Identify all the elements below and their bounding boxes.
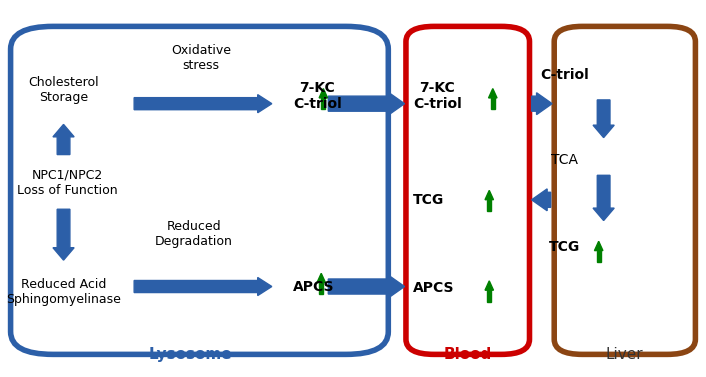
Polygon shape xyxy=(328,276,405,297)
Polygon shape xyxy=(485,281,493,290)
Polygon shape xyxy=(319,89,328,98)
Text: TCG: TCG xyxy=(549,240,580,254)
Bar xyxy=(319,283,323,294)
Text: TCA: TCA xyxy=(551,153,578,167)
Polygon shape xyxy=(53,124,74,155)
Text: Reduced Acid
Sphingomyelinase: Reduced Acid Sphingomyelinase xyxy=(6,278,121,306)
Polygon shape xyxy=(593,100,614,138)
Polygon shape xyxy=(317,273,325,283)
Polygon shape xyxy=(489,89,497,98)
Text: NPC1/NPC2
Loss of Function: NPC1/NPC2 Loss of Function xyxy=(17,169,117,197)
Text: APCS: APCS xyxy=(413,281,455,296)
Text: 7-KC
C-triol: 7-KC C-triol xyxy=(413,81,462,111)
Polygon shape xyxy=(134,95,272,113)
Text: Reduced
Degradation: Reduced Degradation xyxy=(155,220,233,248)
Bar xyxy=(487,200,491,211)
Bar xyxy=(321,98,325,109)
Polygon shape xyxy=(594,241,603,251)
Bar xyxy=(491,98,495,109)
Polygon shape xyxy=(593,175,614,221)
FancyBboxPatch shape xyxy=(554,26,695,354)
Text: Lysosome: Lysosome xyxy=(149,347,232,362)
Text: C-triol: C-triol xyxy=(540,68,590,83)
Polygon shape xyxy=(485,190,493,200)
Text: TCG: TCG xyxy=(413,193,444,207)
Bar xyxy=(597,251,601,262)
Polygon shape xyxy=(134,277,272,296)
Polygon shape xyxy=(532,93,552,115)
Text: Liver: Liver xyxy=(606,347,644,362)
Text: Oxidative
stress: Oxidative stress xyxy=(172,44,231,72)
Text: Blood: Blood xyxy=(443,347,491,362)
Text: APCS: APCS xyxy=(293,279,335,294)
FancyBboxPatch shape xyxy=(11,26,388,354)
FancyBboxPatch shape xyxy=(406,26,530,354)
Bar xyxy=(487,290,491,302)
Text: Cholesterol
Storage: Cholesterol Storage xyxy=(28,77,99,104)
Polygon shape xyxy=(53,209,74,260)
Text: 7-KC
C-triol: 7-KC C-triol xyxy=(293,81,342,111)
Polygon shape xyxy=(328,93,405,115)
Polygon shape xyxy=(532,189,551,211)
